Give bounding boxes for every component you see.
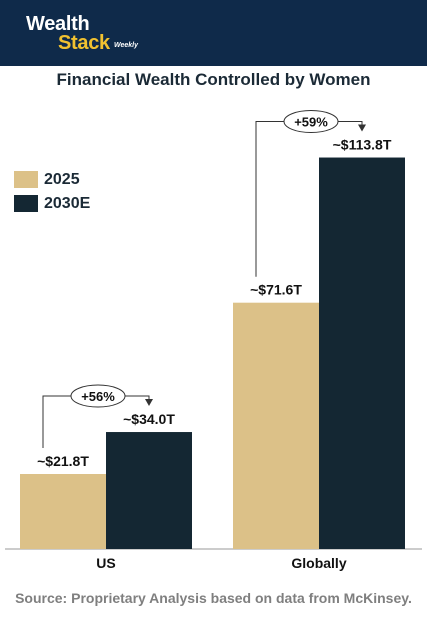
growth-bubble-globally — [283, 110, 339, 134]
growth-label-us: +56% — [81, 389, 115, 404]
source-note: Source: Proprietary Analysis based on da… — [15, 590, 412, 606]
logo-weekly: Weekly — [114, 42, 138, 49]
bar-value-label-globally-2025: ~$71.6T — [250, 282, 302, 298]
category-label-us: US — [96, 555, 115, 571]
chart-title: Financial Wealth Controlled by Women — [56, 70, 371, 89]
bar-value-label-us-2030e: ~$34.0T — [123, 411, 175, 427]
legend-label-2025: 2025 — [44, 171, 80, 188]
logo-wealth: Wealth — [26, 13, 90, 35]
growth-arrowhead-us — [145, 399, 153, 407]
legend-swatch-2030e — [14, 195, 38, 212]
bar-value-label-us-2025: ~$21.8T — [37, 453, 89, 469]
category-label-globally: Globally — [291, 555, 346, 571]
brand-header: Wealth Stack Weekly — [0, 0, 427, 66]
legend-swatch-2025 — [14, 171, 38, 188]
bar-us-2025 — [20, 474, 106, 549]
growth-arrowhead-globally — [358, 124, 366, 132]
growth-label-globally: +59% — [294, 115, 328, 130]
growth-bubble-us — [70, 384, 126, 408]
logo-stack: Stack — [58, 32, 110, 54]
bar-globally-2030e — [319, 157, 405, 549]
bar-us-2030e — [106, 432, 192, 549]
bar-globally-2025 — [233, 302, 319, 549]
bar-value-label-globally-2030e: ~$113.8T — [333, 137, 392, 153]
legend-label-2030e: 2030E — [44, 195, 91, 212]
